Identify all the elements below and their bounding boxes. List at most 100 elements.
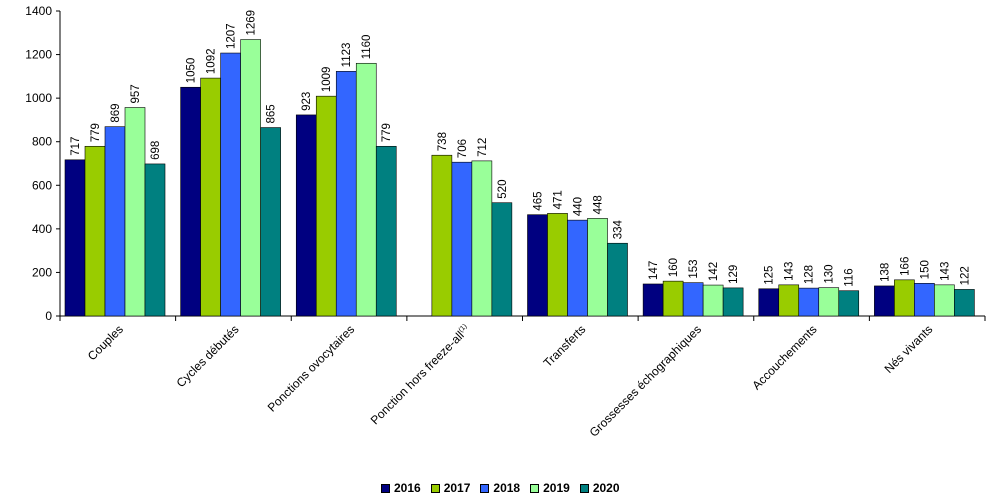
bar (220, 52, 241, 317)
bar (375, 145, 397, 317)
bar (527, 214, 548, 317)
bar (838, 290, 860, 317)
legend-item: 2020 (579, 481, 620, 495)
data-labels: 717 779 869 957 698 1050 1092 1207 1269 865 923 100… (70, 10, 971, 287)
legend-swatch (579, 483, 589, 493)
legend-item: 2019 (530, 481, 570, 495)
legend-swatch (381, 483, 390, 493)
bar (662, 280, 684, 317)
data-label: 779 (381, 123, 393, 142)
data-label: 125 (764, 266, 776, 285)
data-label: 150 (919, 260, 931, 279)
bar (607, 242, 628, 317)
data-label: 865 (266, 104, 278, 123)
legend: 2016 2017 2018 2019 2020 (381, 480, 620, 496)
legend-label: 2017 (443, 481, 471, 495)
legend-label: 2020 (592, 481, 620, 495)
data-label: 143 (939, 262, 951, 281)
legend-item: 2017 (430, 481, 471, 495)
y-tick-label: 1000 (25, 91, 52, 105)
y-tick-label: 400 (32, 222, 52, 236)
category-label: Cycles débutés (174, 322, 242, 390)
data-label: 448 (593, 195, 605, 214)
bar (144, 163, 166, 317)
data-label: 471 (553, 190, 565, 209)
legend-swatch (480, 483, 490, 493)
category-label: Ponction hors freeze-all(1) (368, 322, 473, 427)
data-label: 153 (688, 259, 700, 278)
legend-item: 2018 (480, 481, 520, 495)
data-label: 143 (784, 262, 796, 281)
data-label: 440 (573, 197, 585, 216)
bar (335, 71, 357, 317)
bar (702, 284, 724, 317)
category-footnote-mark: (1) (458, 323, 469, 334)
data-label: 129 (728, 265, 740, 284)
bar (954, 289, 975, 317)
data-label: 1123 (341, 43, 353, 68)
bar (682, 282, 704, 317)
data-label: 128 (804, 265, 816, 284)
data-label: 1269 (246, 10, 258, 36)
bar (104, 126, 126, 317)
y-tick-label: 200 (32, 265, 52, 279)
data-label: 712 (477, 138, 489, 157)
bar (547, 213, 568, 317)
bars (64, 39, 975, 317)
bar (491, 202, 513, 317)
bar (84, 145, 106, 317)
data-label: 147 (648, 261, 660, 280)
bar (818, 287, 840, 317)
data-label: 1160 (361, 35, 373, 60)
data-label: 130 (824, 264, 836, 283)
data-label: 1092 (206, 49, 218, 75)
data-label: 520 (497, 180, 509, 199)
data-label: 116 (844, 268, 856, 286)
bar (758, 288, 780, 317)
data-label: 138 (879, 263, 891, 282)
bar (260, 127, 281, 317)
data-label: 122 (959, 266, 971, 285)
category-label: Couples (85, 322, 126, 363)
bar (874, 285, 895, 317)
bar (778, 284, 800, 317)
data-label: 1050 (186, 58, 198, 84)
data-label: 160 (668, 258, 680, 277)
y-tick-label: 800 (32, 135, 52, 149)
legend-label: 2018 (493, 481, 521, 495)
data-label: 465 (533, 192, 545, 211)
data-label: 717 (70, 137, 82, 156)
legend-swatch (530, 483, 540, 493)
data-label: 923 (301, 92, 313, 111)
y-tick-label: 0 (45, 309, 52, 323)
bar (315, 95, 337, 317)
data-label: 869 (110, 103, 122, 122)
legend-label: 2019 (543, 481, 570, 495)
data-label: 957 (130, 84, 142, 103)
data-label: 334 (613, 219, 625, 239)
bar (471, 160, 493, 317)
bar (798, 287, 820, 317)
bar (722, 287, 744, 317)
legend-item: 2016 (381, 481, 421, 495)
bar (64, 159, 86, 317)
y-tick-label: 1400 (25, 4, 52, 18)
data-label: 166 (899, 257, 911, 276)
bar (355, 62, 377, 317)
category-label: Transferts (541, 322, 589, 370)
data-label: 1009 (321, 67, 333, 93)
data-label: 142 (708, 262, 720, 281)
y-axis: 0 200 400 600 800 1000 1200 1400 (25, 4, 61, 323)
category-label: Grossesses échographiques (587, 322, 704, 439)
x-axis: Couples Cycles débutés Ponctions ovocytair… (59, 315, 986, 440)
bar (451, 161, 473, 317)
bar (894, 279, 915, 317)
bar (587, 218, 608, 317)
legend-swatch (430, 483, 440, 493)
legend-label: 2016 (394, 481, 421, 495)
bar (124, 107, 146, 317)
bar (240, 39, 261, 317)
bar (431, 154, 453, 317)
data-label: 706 (457, 139, 469, 158)
